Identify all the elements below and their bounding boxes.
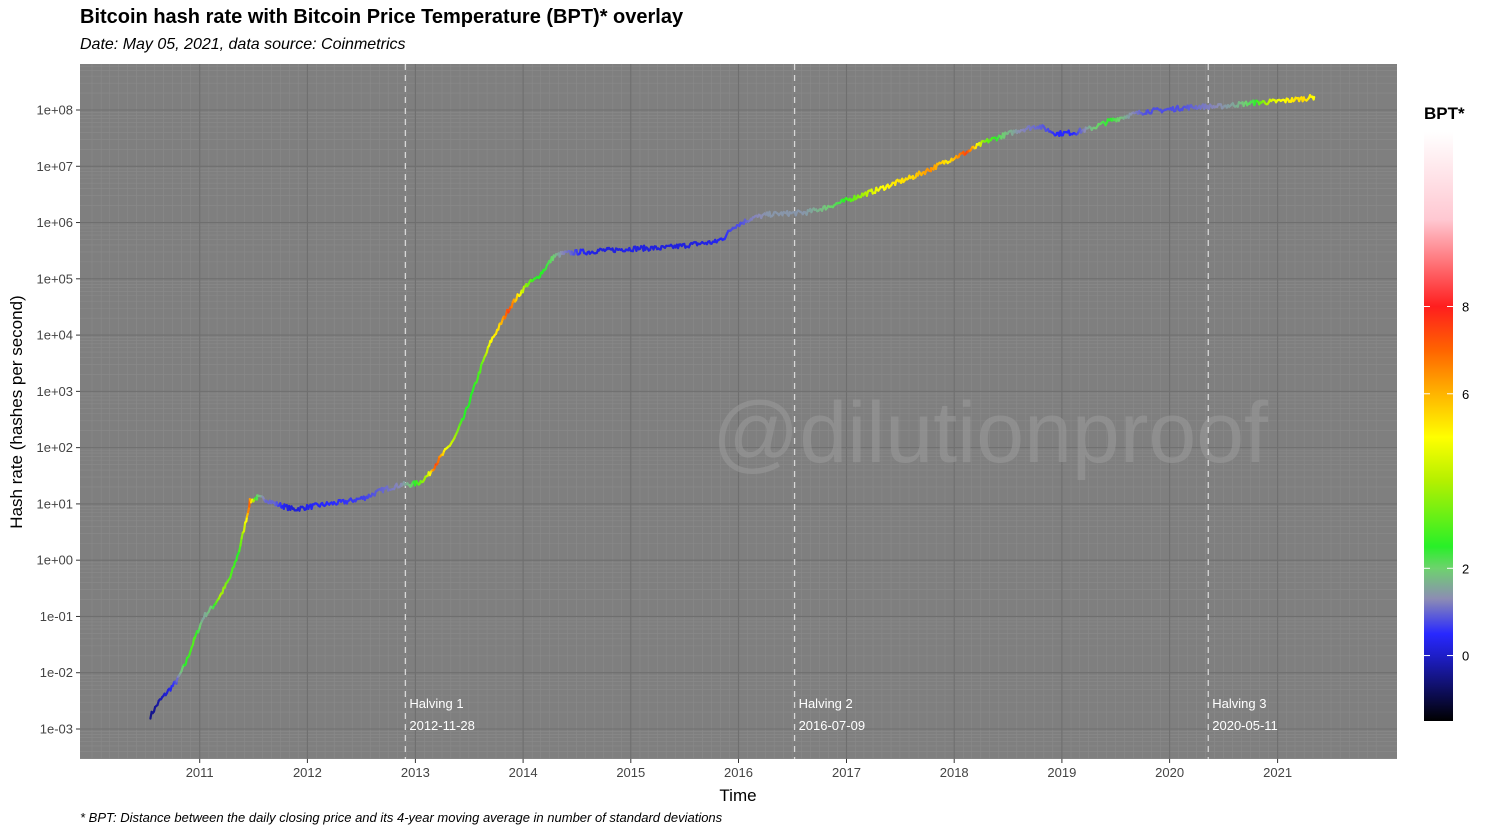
- x-tick-label: 2017: [832, 765, 861, 780]
- legend-tick-label: 6: [1462, 387, 1469, 402]
- y-tick-label: 1e-03: [40, 722, 73, 737]
- x-tick-label: 2014: [509, 765, 538, 780]
- halving-date: 2020-05-11: [1212, 718, 1278, 733]
- y-axis: 1e-03 1e-02 1e-01 1e+00 1e+01 1e+02 1e+03 1e+04…: [36, 103, 80, 737]
- y-tick-label: 1e+07: [36, 159, 73, 174]
- x-tick-label: 2018: [940, 765, 969, 780]
- y-tick-label: 1e+03: [36, 384, 73, 399]
- x-tick-label: 2011: [186, 765, 214, 780]
- y-tick-label: 1e-01: [40, 609, 73, 624]
- x-tick-label: 2019: [1047, 765, 1076, 780]
- series-segment: [239, 537, 243, 547]
- x-tick-label: 2012: [293, 765, 322, 780]
- halving-date: 2012-11-28: [409, 718, 475, 733]
- hash-rate-series: [149, 94, 1316, 720]
- halving-date: 2016-07-09: [799, 718, 866, 733]
- legend-colorbar: [1424, 132, 1453, 721]
- legend-tick-label: 8: [1462, 300, 1469, 315]
- x-tick-label: 2016: [724, 765, 753, 780]
- x-axis-label: Time: [719, 786, 756, 805]
- legend-ticks: 0 2 6 8: [1424, 300, 1469, 664]
- y-tick-label: 1e+05: [36, 271, 73, 286]
- series-segment: [242, 521, 247, 533]
- legend-tick-label: 2: [1462, 561, 1469, 576]
- y-tick-label: 1e+04: [36, 328, 73, 343]
- chart-caption: * BPT: Distance between the daily closin…: [80, 810, 723, 825]
- halving-label: Halving 3: [1212, 696, 1266, 711]
- halving-label: Halving 1: [409, 696, 463, 711]
- y-tick-label: 1e+00: [36, 553, 73, 568]
- watermark-text: @dilutionproof: [712, 385, 1269, 481]
- halving-label: Halving 2: [799, 696, 853, 711]
- x-tick-label: 2013: [401, 765, 430, 780]
- y-tick-label: 1e+08: [36, 103, 73, 118]
- series-segment: [478, 363, 483, 374]
- y-tick-label: 1e+01: [36, 496, 73, 511]
- legend-tick-label: 0: [1462, 649, 1469, 664]
- chart-title: Bitcoin hash rate with Bitcoin Price Tem…: [80, 6, 684, 28]
- halving-markers: Halving 1 2012-11-28 Halving 2 2016-07-09 Ha…: [404, 64, 1278, 759]
- x-tick-label: 2015: [616, 765, 645, 780]
- y-tick-label: 1e+02: [36, 440, 73, 455]
- chart-subtitle: Date: May 05, 2021, data source: Coinmet…: [80, 36, 406, 53]
- y-tick-label: 1e+06: [36, 215, 73, 230]
- x-tick-label: 2021: [1263, 765, 1292, 780]
- x-tick-label: 2020: [1155, 765, 1184, 780]
- y-tick-label: 1e-02: [40, 665, 73, 680]
- x-axis: 2011 2012 2013 2014 2015 2016 2017 2018 2019 2020…: [186, 759, 1292, 780]
- y-axis-label: Hash rate (hashes per second): [7, 295, 26, 528]
- major-grid: [80, 64, 1397, 759]
- series-segment: [1312, 95, 1316, 101]
- bpt-legend: BPT* 0 2 6 8: [1424, 104, 1469, 721]
- legend-title: BPT*: [1424, 104, 1465, 123]
